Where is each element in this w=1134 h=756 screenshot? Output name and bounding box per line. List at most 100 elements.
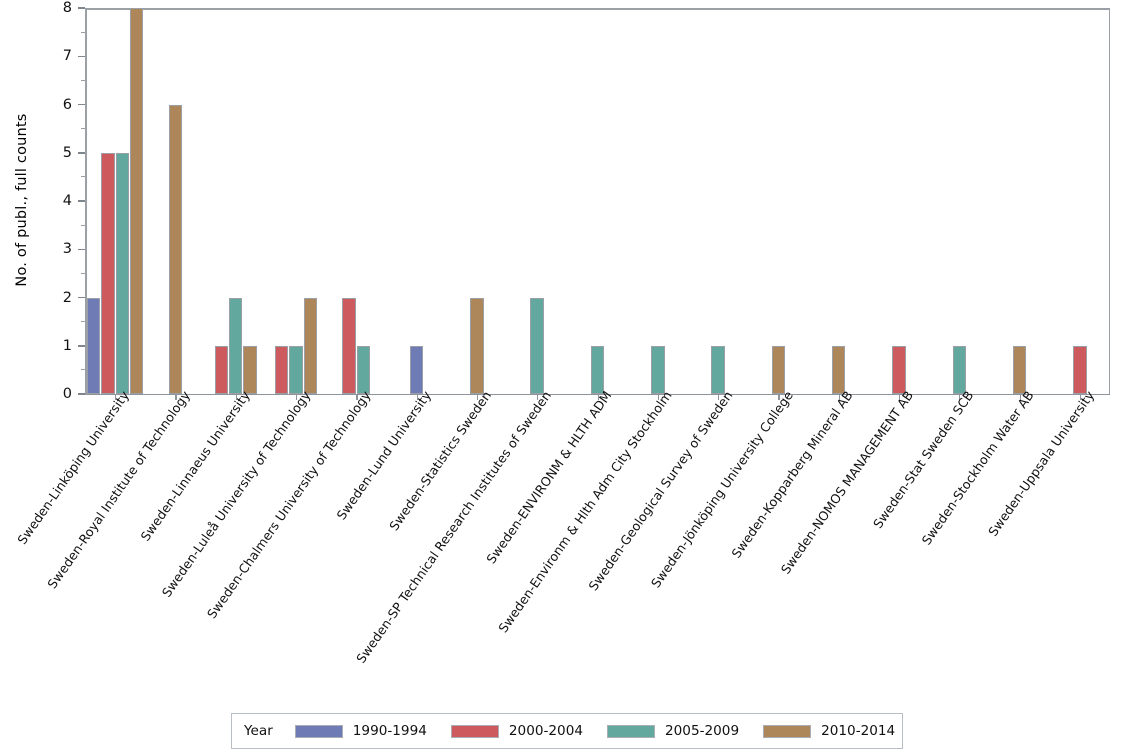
- x-axis-tick-label: Sweden-NOMOS MANAGEMENT AB: [777, 388, 917, 577]
- bar: [1073, 345, 1087, 394]
- bar: [214, 345, 229, 394]
- bar: [590, 345, 605, 394]
- plot-frame-left: [85, 8, 87, 395]
- bar: [409, 345, 424, 394]
- y-axis-major-tick: [78, 296, 85, 299]
- bar: [274, 345, 289, 394]
- x-axis-line: [85, 393, 1110, 395]
- x-axis-tick: [898, 395, 901, 400]
- legend-color-swatch: [450, 724, 499, 738]
- x-axis-tick: [597, 395, 599, 400]
- legend-item: 2000-2004: [450, 723, 583, 739]
- y-axis-minor-tick: [81, 176, 85, 178]
- bars-layer: [85, 8, 1110, 394]
- x-axis-tick: [959, 395, 961, 400]
- bar: [342, 297, 356, 394]
- legend-label: 1990-1994: [352, 723, 427, 739]
- x-axis-tick: [1079, 395, 1082, 400]
- x-axis-tick-label: Sweden-Stat Sweden SCB: [870, 388, 977, 532]
- legend-color-swatch: [763, 724, 812, 738]
- legend-item: 1990-1994: [294, 723, 427, 739]
- x-axis-tick-label: Sweden-Stockholm Water AB: [918, 388, 1037, 548]
- y-axis-major-tick: [78, 345, 85, 347]
- plot-frame-right: [1108, 8, 1110, 395]
- bar: [831, 345, 846, 394]
- y-axis-minor-tick: [81, 79, 85, 81]
- y-axis-tick-label: 0: [62, 386, 72, 402]
- bar: [228, 297, 243, 394]
- legend-label: 2005-2009: [665, 723, 740, 739]
- bar: [168, 104, 183, 394]
- bar: [530, 297, 544, 394]
- y-axis-major-tick: [78, 248, 85, 250]
- bar: [101, 152, 115, 394]
- bar: [243, 345, 257, 394]
- x-axis-tick: [356, 395, 358, 400]
- legend-items: 1990-1994 2000-2004 2005-2009 2010-2014: [294, 723, 919, 739]
- x-axis-tick-label: Sweden-Uppsala University: [985, 388, 1098, 539]
- y-axis-major-tick: [78, 55, 85, 57]
- y-axis-tick-labels: 0 1 2 3 4 5 6 7 8: [48, 0, 72, 402]
- y-axis-minor-tick: [81, 128, 85, 130]
- x-axis-tick-label: Sweden-Linnaeus University: [137, 388, 254, 544]
- x-axis-tick: [657, 395, 659, 400]
- y-axis-minor-tick: [81, 369, 85, 371]
- x-axis-tick-label: Sweden-Statistics Sweden: [386, 388, 495, 534]
- x-axis-tick-label: Sweden-Kopparberg Mineral AB: [728, 388, 856, 561]
- bar: [952, 345, 966, 394]
- y-axis-tick-label: 2: [62, 289, 72, 306]
- y-axis-minor-tick: [81, 272, 85, 274]
- plot-frame-top: [85, 8, 1110, 10]
- bar: [470, 297, 484, 394]
- x-axis-tick: [778, 395, 780, 400]
- legend-item: 2005-2009: [607, 723, 739, 739]
- bar: [771, 345, 786, 394]
- x-axis-tick: [175, 395, 177, 400]
- y-axis-major-tick: [78, 152, 85, 154]
- y-axis-title: No. of publ., full counts: [14, 113, 30, 287]
- y-axis-major-tick: [78, 393, 85, 395]
- legend-title: Year: [244, 723, 273, 739]
- bar: [289, 345, 303, 394]
- y-axis-tick-label: 1: [62, 337, 72, 354]
- bar: [892, 345, 906, 394]
- x-axis-tick-label: Sweden-ENVIRONM & HLTH ADM: [483, 388, 615, 567]
- y-axis-tick-label: 7: [62, 48, 72, 65]
- bar: [86, 297, 101, 394]
- x-axis-tick: [1019, 395, 1021, 400]
- legend-color-swatch: [607, 724, 655, 738]
- x-axis-tick: [476, 395, 479, 400]
- bar: [303, 297, 318, 394]
- y-axis-tick-label: 5: [62, 144, 72, 161]
- bar: [711, 345, 725, 394]
- legend-item: 2010-2014: [763, 723, 895, 739]
- y-axis-tick-label: 8: [62, 0, 72, 16]
- y-axis-major-tick: [78, 7, 85, 9]
- legend-label: 2000-2004: [508, 723, 583, 739]
- x-axis-tick: [115, 395, 117, 400]
- x-axis-tick: [416, 395, 418, 400]
- y-axis-tick-label: 4: [62, 193, 72, 209]
- legend-label: 2010-2014: [821, 723, 896, 739]
- x-axis-tick: [296, 395, 298, 400]
- bar: [115, 152, 130, 394]
- bar: [129, 8, 144, 394]
- y-axis-tick-label: 6: [62, 96, 72, 113]
- y-axis-minor-tick: [81, 31, 85, 33]
- x-axis-tick: [838, 395, 840, 400]
- legend: Year 1990-1994 2000-2004 2005-2009 2010-201…: [231, 713, 903, 749]
- y-axis-minor-tick: [81, 321, 85, 323]
- x-axis-tick: [235, 395, 237, 400]
- x-axis-tick: [537, 395, 539, 400]
- y-axis-major-tick: [78, 103, 85, 106]
- y-axis-tick-label: 3: [62, 241, 72, 258]
- bar: [651, 345, 665, 394]
- y-axis-minor-tick: [81, 224, 85, 226]
- y-axis-major-tick: [78, 200, 85, 202]
- x-axis-tick-label: Sweden-Linköping University: [14, 388, 133, 548]
- x-axis-tick: [718, 395, 720, 400]
- bar: [1012, 345, 1027, 394]
- bar: [356, 345, 371, 394]
- legend-color-swatch: [294, 724, 343, 738]
